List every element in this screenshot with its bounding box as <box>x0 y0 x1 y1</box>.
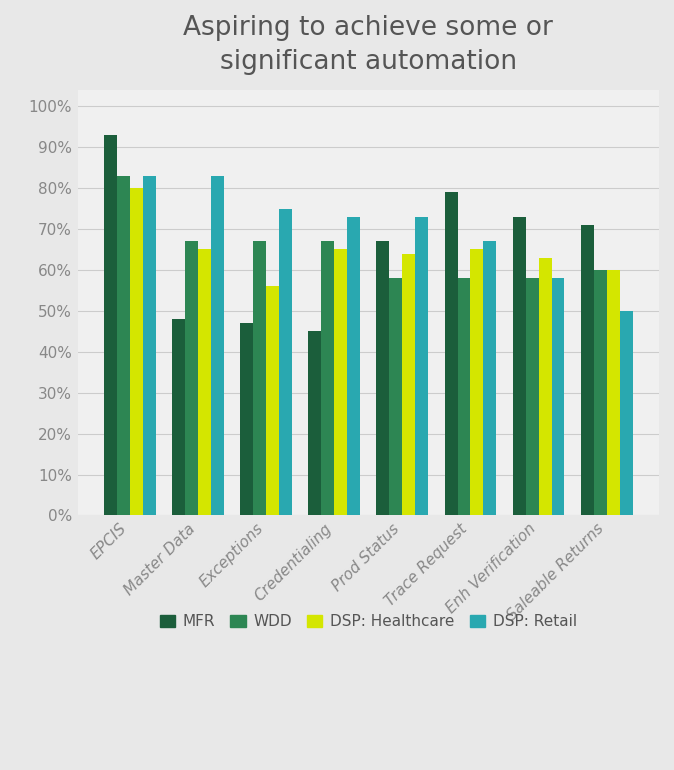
Bar <box>211 176 224 515</box>
Bar <box>143 176 156 515</box>
Bar <box>402 253 415 515</box>
Bar <box>415 216 428 515</box>
Bar <box>513 216 526 515</box>
Bar <box>185 241 198 515</box>
Bar <box>130 188 143 515</box>
Bar <box>470 249 483 515</box>
Bar <box>539 258 551 515</box>
Bar <box>594 270 607 515</box>
Bar <box>279 209 292 515</box>
Bar <box>581 225 594 515</box>
Bar <box>347 216 360 515</box>
Bar <box>172 319 185 515</box>
Bar <box>198 249 211 515</box>
Bar <box>483 241 496 515</box>
Bar <box>551 278 564 515</box>
Bar <box>266 286 279 515</box>
Bar <box>117 176 130 515</box>
Bar <box>308 331 321 515</box>
Bar <box>619 311 633 515</box>
Bar <box>445 192 458 515</box>
Bar <box>334 249 347 515</box>
Bar <box>607 270 619 515</box>
Bar <box>377 241 390 515</box>
Bar <box>390 278 402 515</box>
Bar <box>526 278 539 515</box>
Bar <box>104 135 117 515</box>
Bar <box>240 323 253 515</box>
Legend: MFR, WDD, DSP: Healthcare, DSP: Retail: MFR, WDD, DSP: Healthcare, DSP: Retail <box>154 608 583 635</box>
Bar <box>321 241 334 515</box>
Title: Aspiring to achieve some or
significant automation: Aspiring to achieve some or significant … <box>183 15 553 75</box>
Bar <box>253 241 266 515</box>
Bar <box>458 278 470 515</box>
